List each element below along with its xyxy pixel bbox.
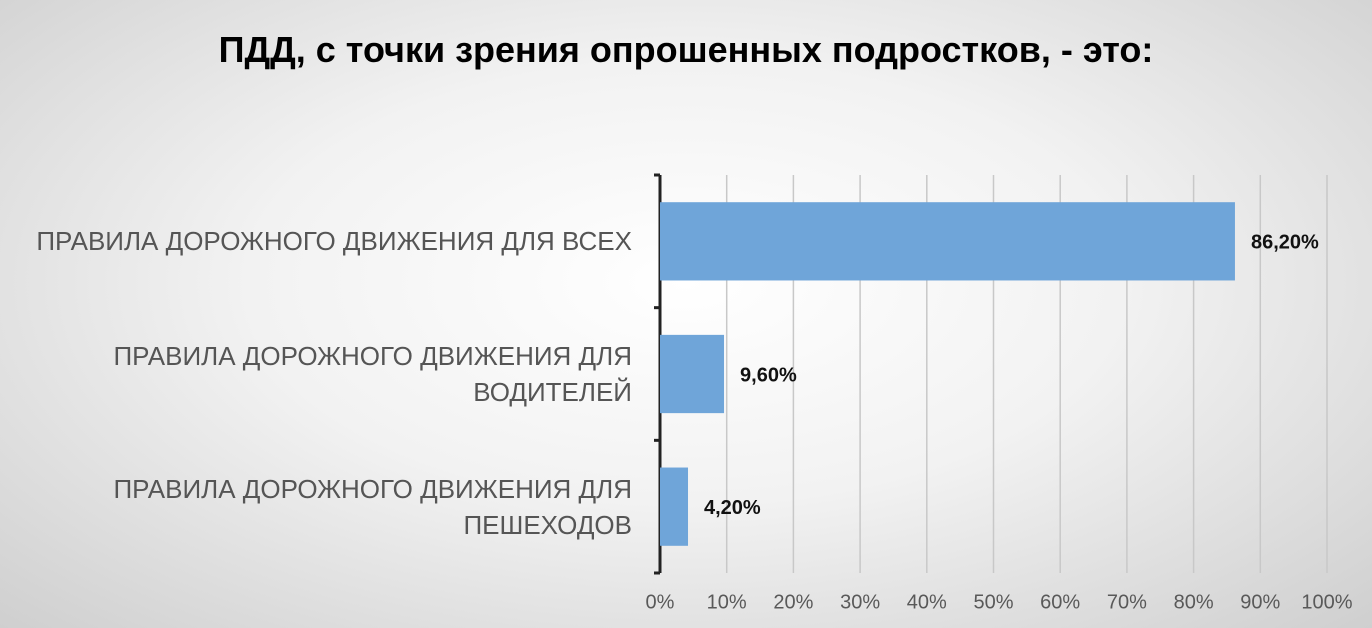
category-label-text: ПРАВИЛА ДОРОЖНОГО ДВИЖЕНИЯ ДЛЯ ВСЕХ [36, 226, 632, 257]
x-tick-label: 100% [1301, 591, 1352, 613]
x-tick-label: 90% [1240, 591, 1280, 613]
x-tick-label: 40% [907, 591, 947, 613]
x-tick-label: 80% [1174, 591, 1214, 613]
bar [660, 467, 689, 546]
x-tick-label: 50% [973, 591, 1013, 613]
x-tick-label: 10% [707, 591, 747, 613]
value-label: 86,20% [1251, 232, 1319, 254]
value-label: 4,20% [704, 497, 761, 519]
category-label-text: ПРАВИЛА ДОРОЖНОГО ДВИЖЕНИЯ ДЛЯ ВОДИТЕЛЕЙ [113, 340, 632, 407]
x-tick-label: 60% [1040, 591, 1080, 613]
x-tick-label: 0% [646, 591, 675, 613]
x-tick-label: 30% [840, 591, 880, 613]
x-tick-label: 20% [773, 591, 813, 613]
x-tick-label: 70% [1107, 591, 1147, 613]
category-label: ПРАВИЛА ДОРОЖНОГО ДВИЖЕНИЯ ДЛЯ ВСЕХ [2, 175, 632, 308]
bar [660, 202, 1235, 281]
category-label-text: ПРАВИЛА ДОРОЖНОГО ДВИЖЕНИЯ ДЛЯ ПЕШЕХОДОВ [113, 473, 632, 540]
bar [660, 334, 725, 414]
category-label: ПРАВИЛА ДОРОЖНОГО ДВИЖЕНИЯ ДЛЯ ВОДИТЕЛЕЙ [2, 308, 632, 441]
chart-title: ПДД, с точки зрения опрошенных подростко… [218, 29, 1154, 70]
category-label: ПРАВИЛА ДОРОЖНОГО ДВИЖЕНИЯ ДЛЯ ПЕШЕХОДОВ [2, 440, 632, 573]
value-label: 9,60% [740, 364, 797, 386]
